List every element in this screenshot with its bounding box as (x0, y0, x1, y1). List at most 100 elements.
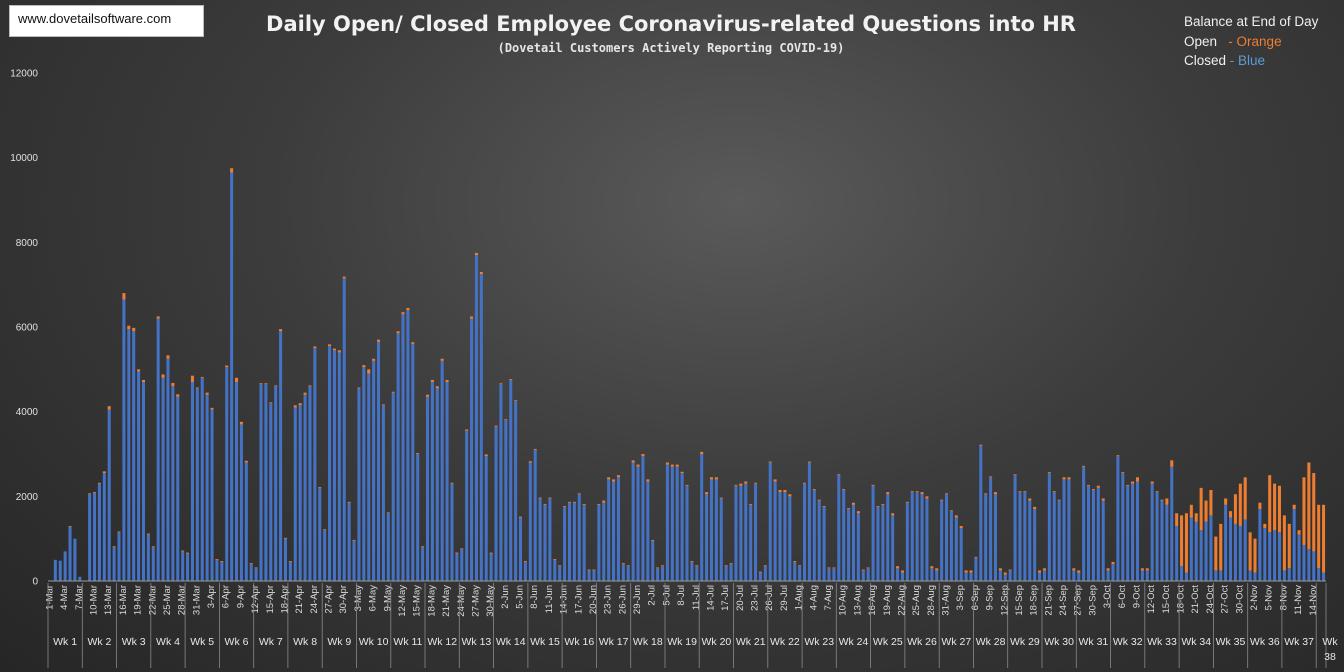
bar-open (1096, 485, 1100, 488)
x-tick-label: 20-Jun (588, 585, 599, 614)
bar-open (705, 492, 709, 495)
bar-closed (445, 382, 449, 581)
bar-open (303, 392, 307, 395)
week-label: Wk 33 (1147, 636, 1177, 648)
bar-closed (661, 566, 665, 581)
bar-closed (200, 377, 204, 581)
x-tick-label: 18-Sep (1029, 585, 1040, 616)
bar-open (538, 497, 542, 499)
legend-closed-color: - Blue (1229, 53, 1266, 68)
bar-closed (553, 559, 557, 581)
bar-closed (1238, 525, 1242, 581)
bar-open (817, 499, 821, 501)
bar-closed (714, 479, 718, 581)
bar-closed (636, 466, 640, 581)
bar-closed (1057, 500, 1061, 581)
bar-closed (621, 564, 625, 581)
bar-closed (998, 570, 1002, 581)
bar-open (166, 355, 170, 359)
bar-closed (548, 498, 552, 581)
bar-open (1180, 515, 1184, 567)
x-tick-label: 18-Oct (1176, 585, 1187, 614)
bar-closed (1047, 473, 1051, 581)
bar-closed (822, 506, 826, 581)
bar-closed (78, 576, 82, 581)
bar-open (773, 479, 777, 482)
bar-closed (367, 373, 371, 581)
bar-open (332, 348, 336, 351)
bar-closed (817, 500, 821, 581)
bar-open (1194, 513, 1198, 522)
bar-open (210, 407, 214, 410)
bar-open (122, 293, 126, 300)
bar-closed (847, 509, 851, 581)
bar-closed (837, 475, 841, 581)
bar-open (523, 561, 527, 562)
bar-open (665, 462, 669, 465)
bar-open (758, 571, 762, 573)
bar-closed (778, 492, 782, 581)
x-tick-label: 11-Nov (1293, 585, 1304, 615)
bar-open (1091, 489, 1095, 490)
bar-closed (592, 570, 596, 581)
bar-closed (1003, 574, 1007, 581)
bar-open (68, 525, 72, 527)
bar-closed (264, 384, 268, 581)
bar-closed (391, 392, 395, 581)
bar-open (93, 492, 97, 493)
bar-open (1057, 499, 1061, 501)
bar-open (279, 329, 283, 332)
bar-open (1121, 472, 1125, 474)
bar-closed (758, 572, 762, 581)
bar-open (940, 499, 944, 501)
bar-open (1067, 477, 1071, 480)
bar-closed (558, 566, 562, 581)
bar-closed (582, 504, 586, 581)
bar-open (1042, 568, 1046, 571)
bar-open (1140, 568, 1144, 571)
bar-open (357, 387, 361, 389)
x-tick-label: 5-Jul (661, 585, 672, 606)
bar-closed (1106, 570, 1110, 581)
week-label: Wk 18 (633, 636, 663, 648)
legend: Balance at End of Day Open - Orange Clos… (1184, 12, 1318, 71)
bar-open (993, 492, 997, 495)
bar-closed (1165, 504, 1169, 581)
bar-closed (1096, 487, 1100, 581)
bar-open (881, 503, 885, 505)
bar-open (1150, 481, 1154, 484)
bar-closed (900, 572, 904, 581)
x-tick-label: 2-Nov (1249, 585, 1260, 611)
week-label: Wk 6 (225, 636, 249, 648)
legend-open-label: Open (1184, 33, 1218, 49)
x-tick-label: 15-Apr (265, 585, 276, 614)
bar-closed (1155, 492, 1159, 581)
x-tick-label: 9-Oct (1132, 585, 1143, 609)
week-label: Wk 2 (87, 636, 111, 648)
bar-closed (1184, 572, 1188, 581)
bar-closed (646, 481, 650, 581)
week-label: Wk 17 (599, 636, 629, 648)
x-tick-label: 17-Jul (720, 585, 731, 611)
bar-closed (607, 479, 611, 581)
bar-closed (176, 396, 180, 581)
week-label: Wk 9 (327, 636, 351, 648)
bar-closed (53, 559, 57, 581)
bar-open (847, 508, 851, 510)
x-tick-label: 2-Jul (647, 585, 658, 606)
bar-closed (470, 318, 474, 581)
bar-open (729, 563, 733, 565)
bar-closed (597, 504, 601, 581)
x-tick-label: 21-Oct (1190, 585, 1201, 614)
bar-open (1111, 561, 1115, 565)
bar-closed (974, 557, 978, 581)
x-tick-label: 14-Jul (706, 585, 717, 611)
bar-open (1175, 513, 1179, 526)
bar-open (891, 513, 895, 516)
x-tick-label: 28-Aug (926, 585, 937, 616)
bar-open (1233, 494, 1237, 524)
bar-open (989, 476, 993, 478)
bar-open (161, 374, 165, 378)
bar-open (411, 342, 415, 344)
bar-open (1253, 538, 1257, 573)
